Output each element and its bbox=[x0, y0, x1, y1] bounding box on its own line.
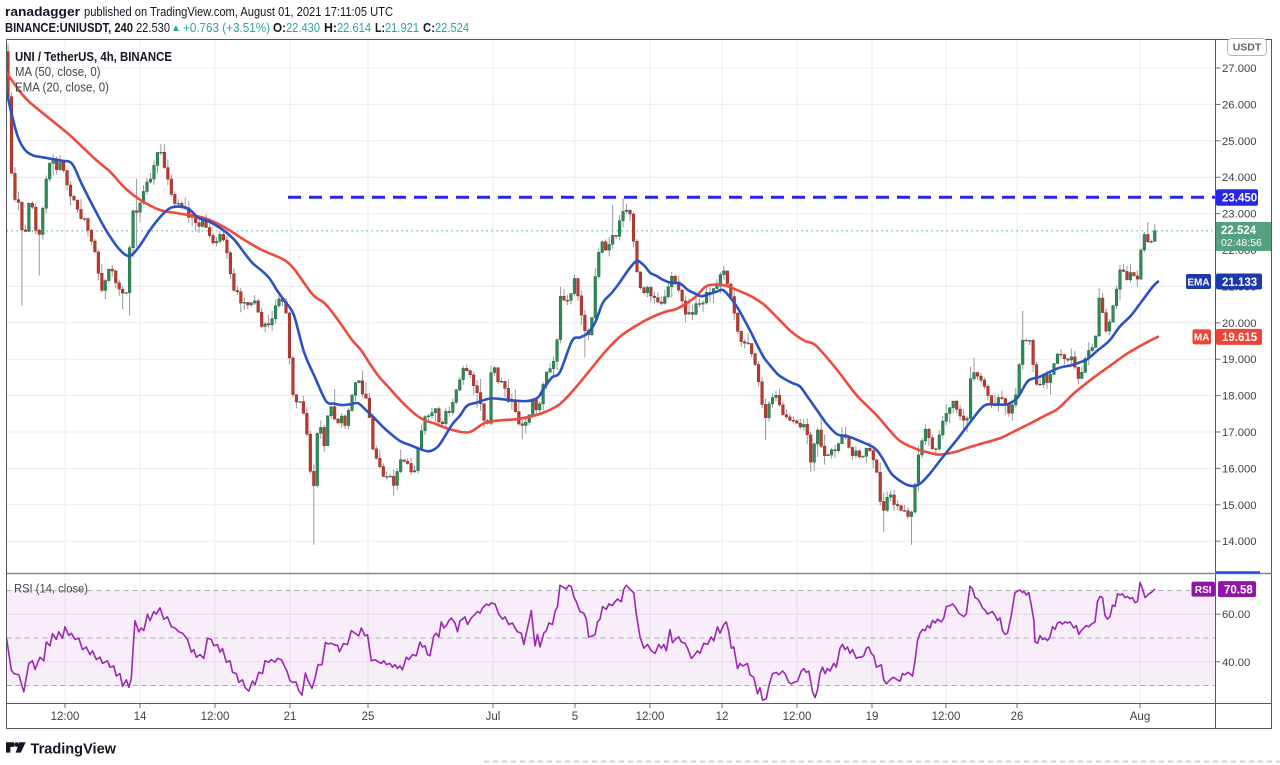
svg-text:27.000: 27.000 bbox=[1222, 63, 1257, 75]
svg-text:12:00: 12:00 bbox=[636, 711, 665, 723]
svg-text:22.524: 22.524 bbox=[435, 20, 469, 35]
svg-text:C:: C: bbox=[423, 20, 435, 35]
svg-text:▲: ▲ bbox=[171, 23, 181, 34]
svg-text:40.00: 40.00 bbox=[1222, 657, 1250, 669]
svg-text:22.524: 22.524 bbox=[1221, 225, 1257, 237]
svg-text:26: 26 bbox=[1011, 711, 1024, 723]
svg-text:12:00: 12:00 bbox=[201, 711, 230, 723]
svg-text:16.000: 16.000 bbox=[1222, 463, 1257, 475]
svg-text:21.921: 21.921 bbox=[385, 20, 419, 35]
svg-text:BINANCE:UNIUSDT, 240: BINANCE:UNIUSDT, 240 bbox=[5, 20, 133, 35]
svg-text:22.530: 22.530 bbox=[136, 20, 170, 35]
svg-text:18.000: 18.000 bbox=[1222, 391, 1257, 403]
svg-text:15.000: 15.000 bbox=[1222, 500, 1257, 512]
svg-text:EMA (20, close, 0): EMA (20, close, 0) bbox=[15, 81, 109, 95]
svg-text:H:: H: bbox=[324, 20, 337, 35]
svg-text:Aug: Aug bbox=[1130, 711, 1150, 723]
svg-text:19: 19 bbox=[866, 711, 879, 723]
svg-text:17.000: 17.000 bbox=[1222, 427, 1257, 439]
svg-text:24.000: 24.000 bbox=[1222, 172, 1257, 184]
svg-text:21.133: 21.133 bbox=[1222, 277, 1257, 289]
svg-text:23.000: 23.000 bbox=[1222, 209, 1257, 221]
svg-text:25.000: 25.000 bbox=[1222, 136, 1257, 148]
svg-text:RSI (14, close): RSI (14, close) bbox=[14, 584, 88, 596]
svg-text:ranadagger: ranadagger bbox=[5, 4, 80, 19]
svg-text:14.000: 14.000 bbox=[1222, 536, 1257, 548]
svg-text:12:00: 12:00 bbox=[51, 711, 80, 723]
svg-text:12: 12 bbox=[716, 711, 729, 723]
svg-text:RSI: RSI bbox=[1195, 585, 1212, 596]
svg-text:23.450: 23.450 bbox=[1222, 192, 1257, 204]
svg-text:12:00: 12:00 bbox=[783, 711, 812, 723]
svg-text:19.615: 19.615 bbox=[1222, 332, 1258, 344]
svg-text:14: 14 bbox=[134, 711, 147, 723]
svg-text:TradingView: TradingView bbox=[31, 742, 117, 758]
svg-text:25: 25 bbox=[362, 711, 375, 723]
svg-text:12:00: 12:00 bbox=[932, 711, 961, 723]
svg-text:70.58: 70.58 bbox=[1224, 584, 1253, 596]
svg-text:21: 21 bbox=[284, 711, 297, 723]
svg-text:60.00: 60.00 bbox=[1222, 609, 1250, 621]
svg-text:22.430: 22.430 bbox=[286, 20, 320, 35]
svg-text:26.000: 26.000 bbox=[1222, 99, 1257, 111]
svg-text:published on TradingView.com,: published on TradingView.com, August 01,… bbox=[84, 4, 393, 19]
svg-text:02:48:56: 02:48:56 bbox=[1221, 237, 1262, 249]
svg-text:USDT: USDT bbox=[1233, 42, 1262, 54]
svg-text:+0.763 (+3.51%): +0.763 (+3.51%) bbox=[183, 20, 270, 35]
svg-text:MA (50, close, 0): MA (50, close, 0) bbox=[15, 65, 101, 79]
svg-text:EMA: EMA bbox=[1187, 277, 1209, 288]
svg-text:22.614: 22.614 bbox=[337, 20, 371, 35]
svg-text:UNI / TetherUS, 4h, BINANCE: UNI / TetherUS, 4h, BINANCE bbox=[15, 50, 172, 64]
svg-text:20.000: 20.000 bbox=[1222, 318, 1257, 330]
svg-text:19.000: 19.000 bbox=[1222, 354, 1257, 366]
svg-text:5: 5 bbox=[572, 711, 578, 723]
svg-text:MA: MA bbox=[1194, 333, 1210, 344]
svg-text:O:: O: bbox=[273, 20, 286, 35]
svg-text:Jul: Jul bbox=[486, 711, 501, 723]
svg-text:L:: L: bbox=[375, 20, 385, 35]
